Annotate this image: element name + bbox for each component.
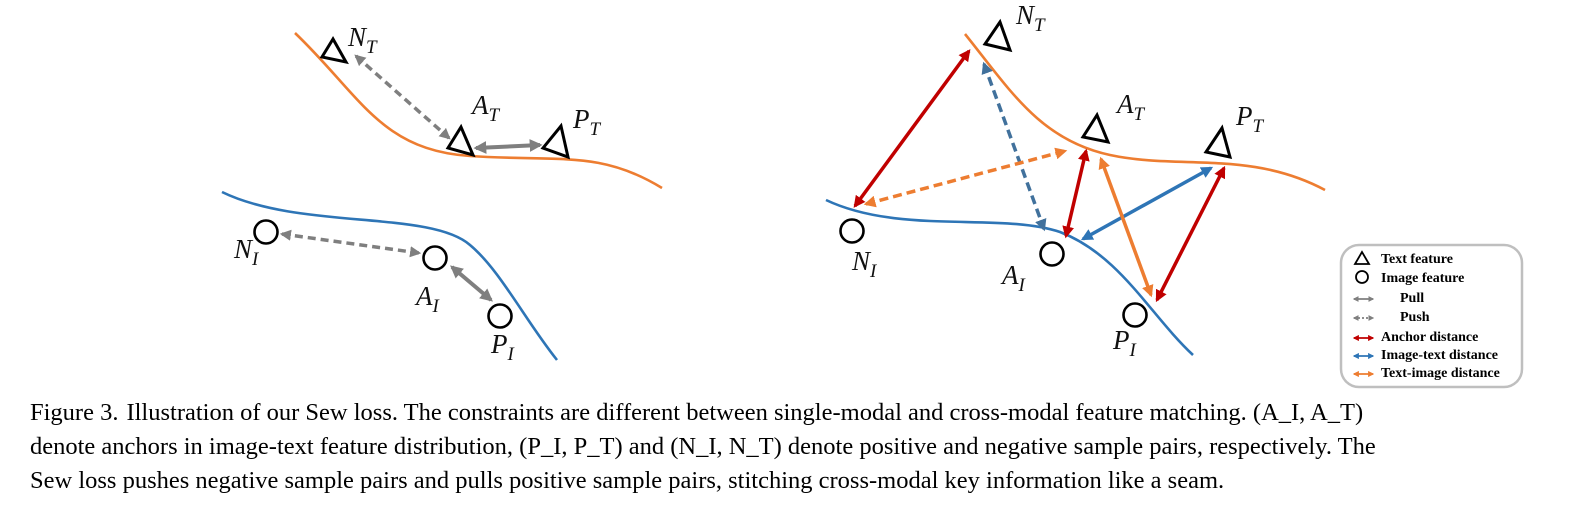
legend-box [1339,243,1524,389]
right-ni-label: NI [851,246,878,282]
left-pi-label: PI [490,329,516,365]
sew-loss-figure: NT AT PT NI AI PI NT AT PT NI AI PI [221,0,1524,389]
right-pt-triangle [1203,124,1233,159]
right-pi-label: PI [1112,325,1138,361]
legend-image-feature: Image feature [1355,270,1464,286]
right-ai-label: AI [1000,260,1027,296]
left-image-curve [221,190,559,361]
legend-anchor-distance: Anchor distance [1352,330,1478,345]
legend-image-feature-label: Image feature [1381,271,1464,286]
triangle-icon [1353,250,1371,265]
legend-text-feature-label: Text feature [1381,252,1453,267]
left-ni-label: NI [233,234,260,270]
left-pull-at-pt-arrow [473,139,543,154]
right-at-triangle [1080,111,1111,145]
right-at-label: AT [1115,89,1146,125]
right-panel: NT AT PT NI AI PI [825,0,1326,361]
legend-push: Push [1352,310,1430,325]
left-pt-label: PT [572,104,602,140]
left-push-nt-at-arrow [354,54,451,140]
caption-line-1-text: Illustration of our Sew loss. The constr… [126,399,1364,426]
left-push-ni-ai-arrow [279,229,422,258]
left-panel: NT AT PT NI AI PI [221,22,663,365]
legend-image-text-distance-label: Image-text distance [1381,348,1498,363]
left-ai-circle [422,245,448,271]
image-text-distance-nt-ai-arrow [981,61,1047,232]
legend-text-image-distance: Text-image distance [1352,366,1500,381]
legend-image-text-distance: Image-text distance [1352,348,1498,363]
left-pt-triangle [540,122,571,160]
left-pi-circle [487,303,513,329]
right-ni-circle [839,218,865,244]
left-nt-label: NT [347,22,378,58]
text-image-distance-at-pi-arrow [1098,156,1154,298]
right-text-curve [963,33,1326,192]
legend-pull: Pull [1352,291,1424,306]
left-ni-circle [253,219,279,245]
caption-line-1: Figure 3. Illustration of our Sew loss. T… [30,396,1546,430]
caption-line-3: Sew loss pushes negative sample pairs an… [30,467,1225,494]
left-at-label: AT [470,90,501,126]
figure-label: Figure 3. [30,399,119,426]
circle-icon [1355,270,1369,284]
right-pt-label: PT [1235,101,1265,137]
right-nt-triangle [982,18,1013,53]
legend-text-feature: Text feature [1353,250,1453,267]
legend: Text feature Image feature Pull Push Anc… [1339,243,1524,389]
legend-pull-label: Pull [1400,291,1424,306]
figure-caption: Figure 3. Illustration of our Sew loss. T… [30,396,1546,498]
left-ai-label: AI [414,281,441,317]
anchor-distance-at-ai-arrow [1062,148,1090,239]
right-image-curve [825,198,1194,356]
caption-line-2: denote anchors in image-text feature dis… [30,433,1376,460]
text-image-distance-ni-at-arrow [863,147,1068,208]
legend-push-label: Push [1400,310,1430,325]
left-pull-ai-pi-arrow [450,265,493,302]
left-nt-triangle [319,36,349,65]
right-nt-label: NT [1015,0,1046,36]
left-text-curve [294,32,663,190]
legend-text-image-distance-label: Text-image distance [1381,366,1500,381]
anchor-distance-pt-pi-arrow [1155,165,1226,303]
right-ai-circle [1039,241,1065,267]
right-pi-circle [1122,302,1148,328]
legend-anchor-distance-label: Anchor distance [1381,330,1478,345]
left-at-triangle [445,123,476,158]
